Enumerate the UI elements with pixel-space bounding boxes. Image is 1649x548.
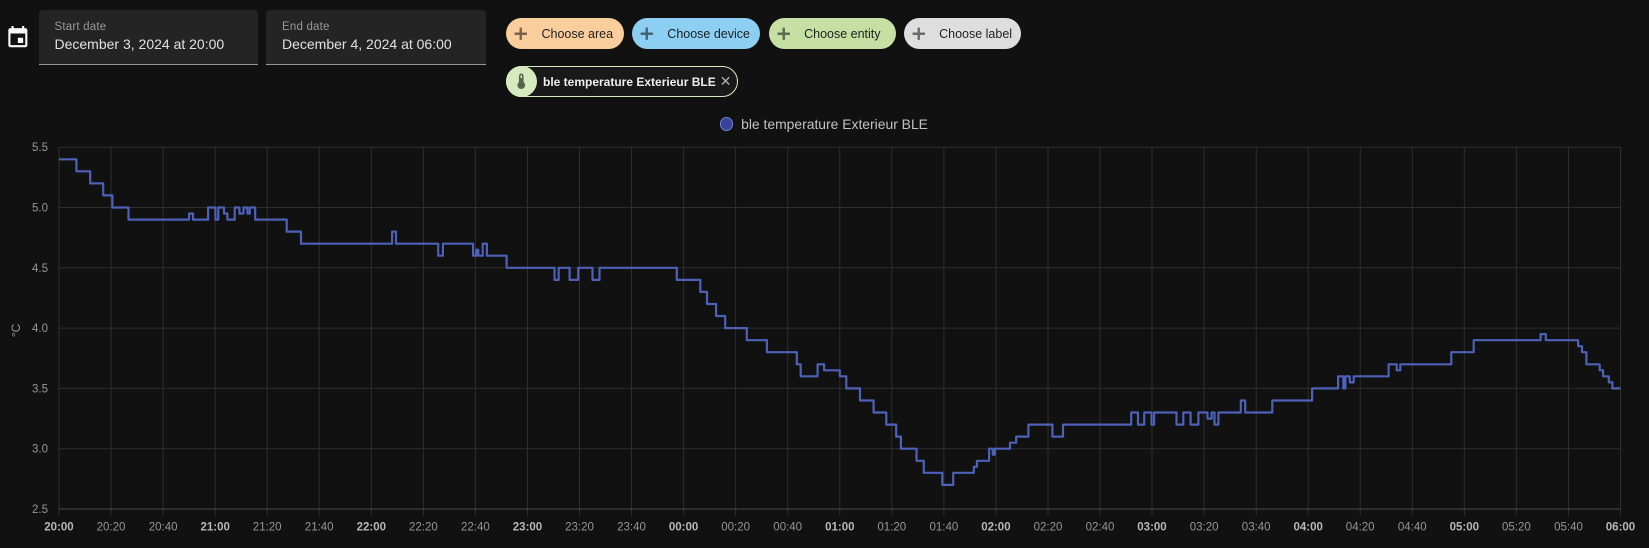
svg-text:21:20: 21:20 — [253, 522, 282, 534]
svg-text:01:00: 01:00 — [825, 522, 854, 534]
svg-text:20:40: 20:40 — [149, 522, 178, 534]
svg-text:23:20: 23:20 — [565, 522, 594, 534]
svg-text:23:40: 23:40 — [617, 522, 646, 534]
svg-text:02:40: 02:40 — [1086, 522, 1115, 534]
svg-text:22:20: 22:20 — [409, 522, 438, 534]
svg-text:05:40: 05:40 — [1554, 522, 1583, 534]
svg-text:01:40: 01:40 — [930, 522, 959, 534]
svg-text:5.0: 5.0 — [32, 203, 48, 215]
svg-text:00:40: 00:40 — [773, 522, 802, 534]
svg-text:2.5: 2.5 — [32, 504, 48, 516]
svg-text:3.5: 3.5 — [32, 383, 48, 395]
svg-text:03:40: 03:40 — [1242, 522, 1271, 534]
svg-text:20:00: 20:00 — [44, 522, 73, 534]
svg-text:03:20: 03:20 — [1190, 522, 1219, 534]
svg-text:20:20: 20:20 — [97, 522, 126, 534]
svg-text:03:00: 03:00 — [1137, 522, 1166, 534]
svg-text:05:20: 05:20 — [1502, 522, 1531, 534]
svg-text:02:00: 02:00 — [981, 522, 1010, 534]
svg-text:5.5: 5.5 — [32, 142, 48, 154]
svg-text:4.5: 4.5 — [32, 263, 48, 275]
svg-text:06:00: 06:00 — [1606, 522, 1635, 534]
svg-text:22:40: 22:40 — [461, 522, 490, 534]
svg-text:00:00: 00:00 — [669, 522, 698, 534]
svg-text:04:40: 04:40 — [1398, 522, 1427, 534]
svg-text:01:20: 01:20 — [877, 522, 906, 534]
svg-text:04:20: 04:20 — [1346, 522, 1375, 534]
svg-text:°C: °C — [9, 323, 23, 337]
svg-text:05:00: 05:00 — [1450, 522, 1479, 534]
svg-text:02:20: 02:20 — [1034, 522, 1063, 534]
svg-text:00:20: 00:20 — [721, 522, 750, 534]
svg-text:22:00: 22:00 — [357, 522, 386, 534]
svg-text:21:40: 21:40 — [305, 522, 334, 534]
svg-text:23:00: 23:00 — [513, 522, 542, 534]
svg-text:3.0: 3.0 — [32, 444, 48, 456]
svg-text:4.0: 4.0 — [32, 323, 48, 335]
svg-text:04:00: 04:00 — [1293, 522, 1322, 534]
svg-text:21:00: 21:00 — [200, 522, 229, 534]
